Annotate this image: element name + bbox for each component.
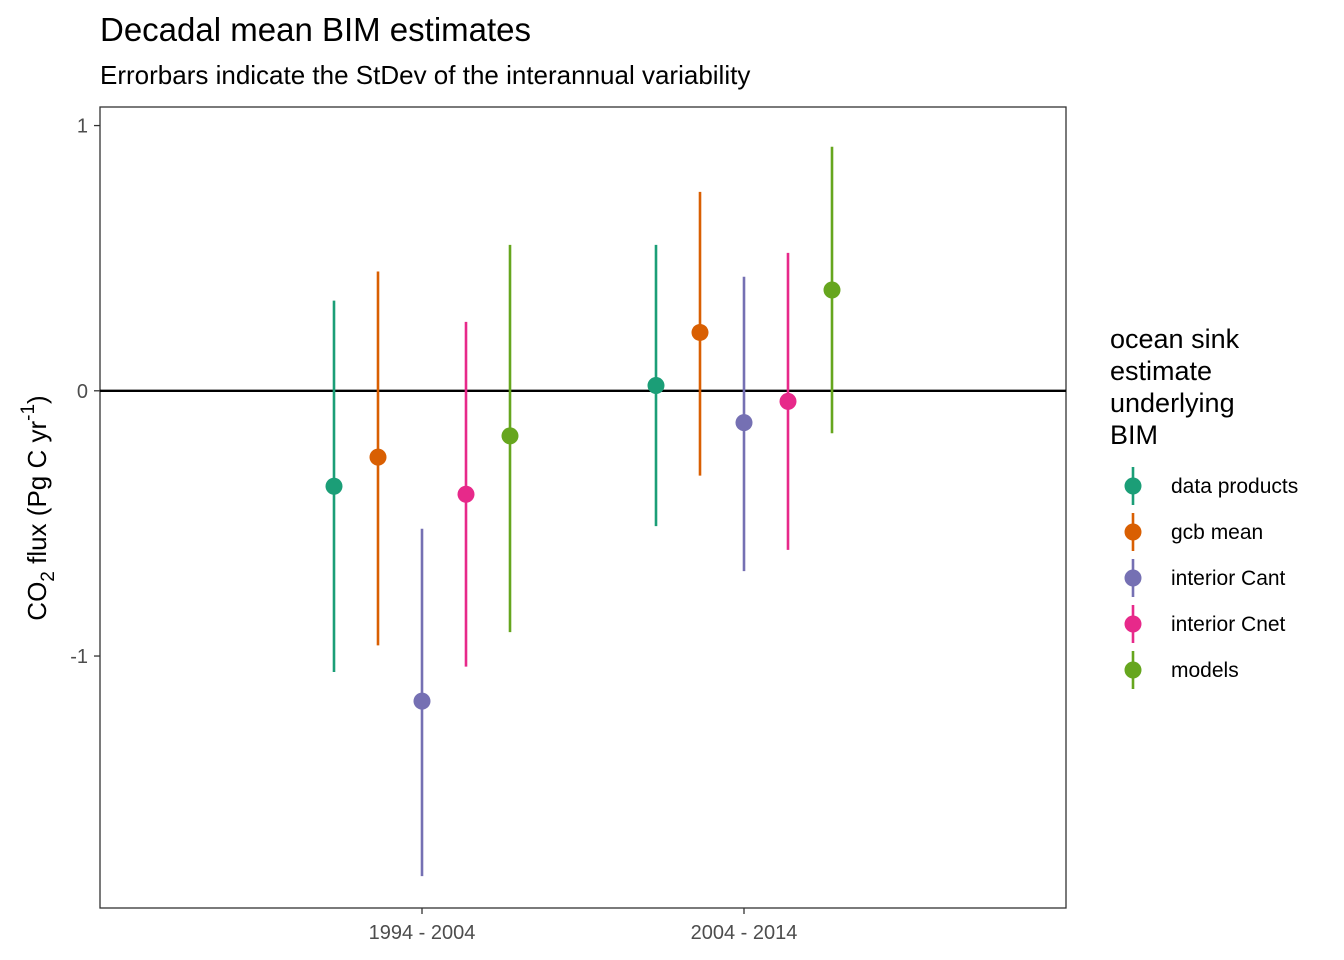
legend-title-line: BIM [1110,420,1158,450]
y-tick-label: 0 [77,381,88,403]
legend-title-line: ocean sink [1110,324,1240,354]
y-axis-label-mid: flux (Pg C yr [22,421,52,572]
x-tick-label: 1994 - 2004 [369,922,476,944]
data-point [779,392,797,410]
y-axis: 1 0 -1 [70,116,100,668]
data-point [647,376,665,394]
y-axis-label-sub: 2 [38,571,59,582]
y-axis-label-sup: -1 [18,404,39,421]
data-point [823,281,841,299]
y-axis-label: CO2 flux (Pg C yr-1) [18,395,59,620]
data-marks [325,146,841,877]
legend-entry-label: data products [1171,475,1298,498]
legend-entry-label: gcb mean [1171,521,1263,544]
data-point [325,477,343,495]
legend-key-point [1124,661,1142,679]
x-axis: 1994 - 2004 2004 - 2014 [369,908,798,944]
y-tick-label: 1 [77,116,88,138]
legend-title-line: underlying [1110,388,1235,418]
x-tick-label: 2004 - 2014 [691,922,798,944]
legend-entry-label: interior Cant [1171,567,1286,590]
data-point [369,448,387,466]
chart-subtitle: Errorbars indicate the StDev of the inte… [100,60,750,90]
data-point [457,485,475,503]
y-axis-label-end: ) [22,395,52,404]
legend-key-point [1124,615,1142,633]
legend-key-point [1124,569,1142,587]
legend-entry-label: interior Cnet [1171,613,1286,636]
data-point [413,692,431,710]
y-axis-label-main: CO [22,582,52,621]
legend-title-line: estimate [1110,356,1212,386]
data-point [691,323,709,341]
legend-key-point [1124,523,1142,541]
plot-panel [99,106,1067,909]
chart-title: Decadal mean BIM estimates [100,11,531,48]
data-point [735,414,753,432]
legend-entry-label: models [1171,659,1239,682]
y-tick-label: -1 [70,646,88,668]
legend-key-point [1124,477,1142,495]
data-point [501,427,519,445]
